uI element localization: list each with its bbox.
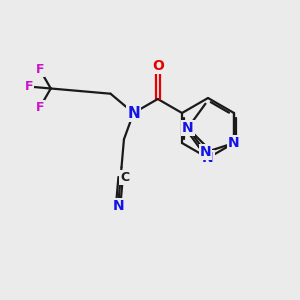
- Text: F: F: [35, 63, 44, 76]
- Text: C: C: [120, 171, 129, 184]
- Text: N: N: [182, 121, 194, 135]
- Text: F: F: [35, 101, 44, 114]
- Text: N: N: [113, 199, 124, 213]
- Text: F: F: [25, 80, 33, 93]
- Text: N: N: [200, 145, 211, 159]
- Text: N: N: [228, 136, 240, 150]
- Text: O: O: [152, 59, 164, 73]
- Text: N: N: [202, 151, 214, 165]
- Text: N: N: [127, 106, 140, 121]
